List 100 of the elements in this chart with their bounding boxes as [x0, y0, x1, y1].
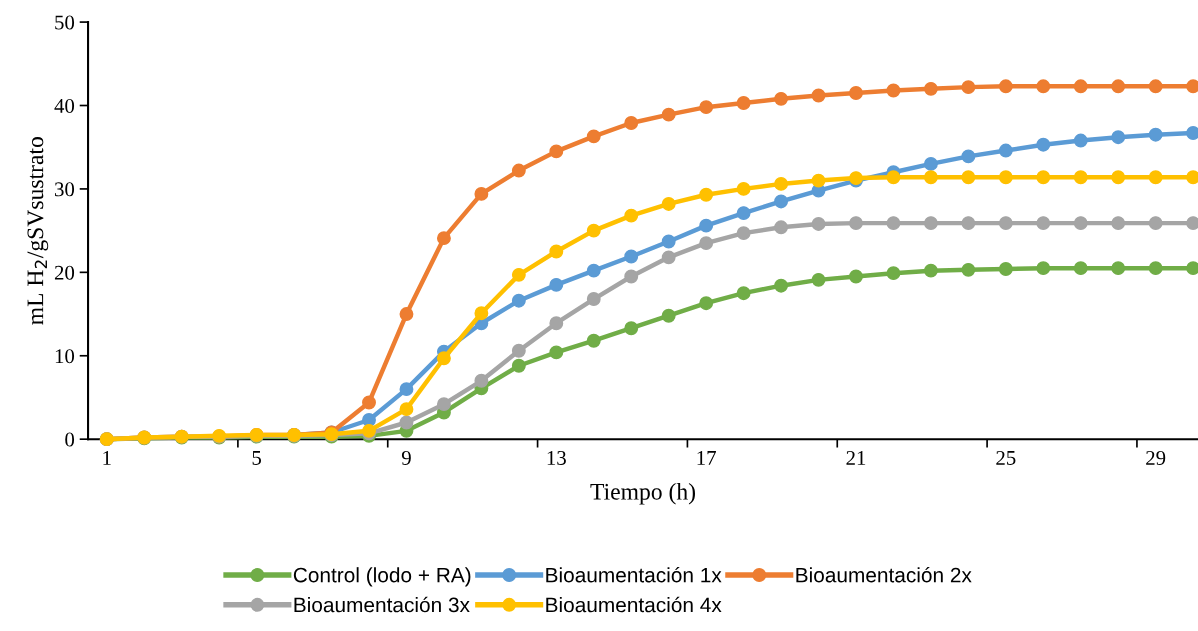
point — [1036, 137, 1051, 152]
point — [549, 316, 564, 331]
point — [923, 263, 938, 278]
point — [811, 217, 826, 231]
point — [1036, 216, 1051, 231]
x-tick-label: 9 — [401, 450, 411, 465]
point — [849, 86, 863, 100]
point — [436, 397, 451, 412]
point — [811, 173, 826, 188]
point — [436, 351, 451, 366]
point — [1036, 261, 1051, 276]
point — [549, 345, 564, 360]
legend-label: Bioaumentación 1x — [546, 566, 722, 583]
point — [886, 216, 901, 231]
point — [699, 218, 714, 233]
point — [362, 395, 376, 410]
y-tick-label: 30 — [55, 182, 75, 197]
point — [1111, 261, 1126, 276]
point — [998, 79, 1013, 94]
point — [624, 116, 639, 130]
point — [998, 143, 1013, 158]
point — [736, 181, 751, 196]
point — [998, 216, 1013, 231]
point — [586, 333, 601, 348]
point — [774, 278, 789, 293]
point — [511, 358, 526, 373]
x-tick-label: 5 — [252, 451, 262, 465]
point — [998, 170, 1013, 185]
y-tick-label: 10 — [55, 349, 75, 364]
legend-label: Bioaumentación 4x — [546, 596, 722, 613]
y-tick-label: 50 — [55, 15, 75, 30]
point — [399, 402, 414, 417]
point — [923, 81, 938, 96]
point — [961, 80, 976, 95]
point — [699, 236, 714, 251]
x-tick-label: 13 — [547, 450, 566, 465]
point — [474, 306, 489, 321]
point — [549, 144, 564, 159]
point — [923, 216, 938, 231]
point — [849, 269, 863, 284]
point — [1073, 261, 1088, 276]
point — [961, 149, 976, 164]
point — [849, 216, 863, 231]
point — [399, 415, 414, 430]
point — [1148, 216, 1163, 231]
point — [624, 208, 639, 223]
y-tick-label: 0 — [65, 432, 75, 447]
point — [1111, 79, 1126, 94]
point — [586, 263, 601, 278]
point — [399, 307, 414, 321]
point — [474, 186, 489, 201]
point — [586, 223, 601, 238]
point — [511, 163, 526, 178]
y-tick-label: 20 — [54, 265, 75, 280]
y-tick-label: 40 — [54, 98, 75, 113]
point — [1148, 170, 1163, 185]
point — [661, 196, 676, 211]
point — [1073, 79, 1088, 94]
point — [998, 262, 1013, 276]
point — [961, 170, 976, 185]
point — [774, 220, 789, 235]
point — [474, 373, 489, 388]
x-tick-label: 29 — [1146, 450, 1166, 465]
x-tick-label: 21 — [846, 450, 866, 465]
point — [399, 382, 414, 397]
point — [511, 293, 526, 308]
point — [549, 244, 564, 259]
point — [736, 226, 751, 241]
point — [436, 231, 451, 246]
point — [961, 216, 976, 231]
point — [1111, 130, 1126, 145]
point — [549, 277, 564, 292]
point — [511, 343, 526, 358]
point — [699, 187, 714, 202]
point — [1111, 216, 1126, 231]
point — [923, 156, 938, 171]
point — [1036, 170, 1051, 185]
point — [661, 107, 676, 122]
point — [699, 296, 714, 311]
point — [586, 129, 601, 144]
point — [1111, 170, 1126, 185]
legend-label: Bioaumentación 2x — [796, 566, 972, 583]
legend-label: Control (lodo + RA) — [293, 567, 471, 587]
point — [886, 266, 901, 281]
x-axis-title: Tiempo (h) — [590, 483, 696, 505]
point — [1073, 216, 1088, 231]
point — [661, 250, 676, 265]
point — [961, 262, 976, 277]
point — [886, 170, 901, 185]
point — [1148, 261, 1163, 276]
point — [661, 234, 676, 249]
point — [736, 206, 751, 221]
x-tick-label: 25 — [996, 450, 1016, 465]
point — [511, 267, 526, 282]
point — [923, 170, 938, 185]
x-tick-label: 1 — [103, 450, 111, 465]
point — [736, 286, 751, 301]
point — [886, 83, 901, 98]
legend-label: Bioaumentación 3x — [294, 596, 470, 613]
point — [774, 91, 789, 106]
